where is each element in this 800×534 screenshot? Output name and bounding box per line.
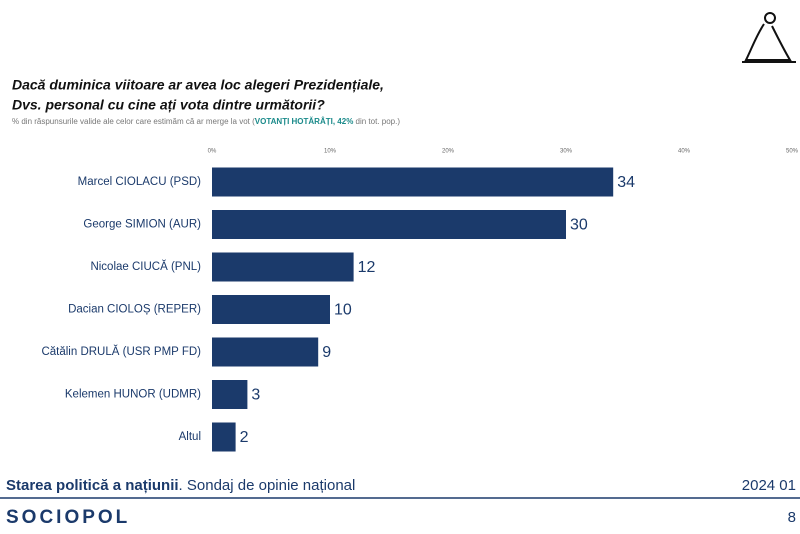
title-line: Dacă duminica viitoare ar avea loc alege… (12, 77, 384, 93)
category-label: Altul (179, 431, 201, 443)
bar (212, 295, 330, 324)
value-label: 12 (358, 259, 376, 276)
footer-date: 2024 01 (742, 477, 796, 494)
bar (212, 337, 319, 367)
category-label: Marcel CIOLACU (PSD) (78, 176, 201, 188)
subtitle-highlight: VOTANȚI HOTĂRÂȚI, 42% (255, 117, 354, 126)
page-number: 8 (788, 509, 796, 526)
value-label: 3 (251, 387, 260, 404)
logo (742, 12, 796, 63)
bar (212, 210, 566, 239)
footer-title-bold: Starea politică a națiunii (6, 477, 179, 494)
value-label: 30 (570, 217, 588, 234)
x-tick-label: 30% (560, 149, 573, 155)
category-label: Cătălin DRULĂ (USR PMP FD) (41, 345, 201, 358)
footer-title-rest: . Sondaj de opinie național (179, 477, 356, 494)
x-tick-label: 40% (678, 149, 691, 155)
brand: SOCIOPOL (6, 507, 130, 528)
bar (212, 167, 614, 197)
x-tick-label: 10% (324, 149, 337, 155)
category-label: Nicolae CIUCĂ (PNL) (90, 260, 201, 273)
bar (212, 252, 354, 282)
value-label: 9 (322, 344, 331, 361)
category-label: George SIMION (AUR) (83, 219, 201, 231)
x-tick-label: 50% (786, 149, 799, 155)
subtitle-part: din tot. pop.) (353, 117, 400, 126)
x-tick-label: 20% (442, 149, 455, 155)
x-tick-label: 0% (208, 149, 217, 155)
category-label: Kelemen HUNOR (UDMR) (65, 389, 201, 401)
category-label: Dacian CIOLOȘ (REPER) (68, 304, 201, 316)
bar (212, 422, 236, 452)
value-label: 10 (334, 302, 352, 319)
subtitle-part: % din răspunsurile valide ale celor care… (12, 117, 255, 126)
bar (212, 380, 248, 409)
title-line: Dvs. personal cu cine ați vota dintre ur… (12, 97, 325, 113)
subtitle: % din răspunsurile valide ale celor care… (12, 117, 400, 126)
value-label: 34 (617, 174, 635, 191)
footer-title: Starea politică a națiunii. Sondaj de op… (6, 477, 355, 494)
value-label: 2 (240, 429, 249, 446)
